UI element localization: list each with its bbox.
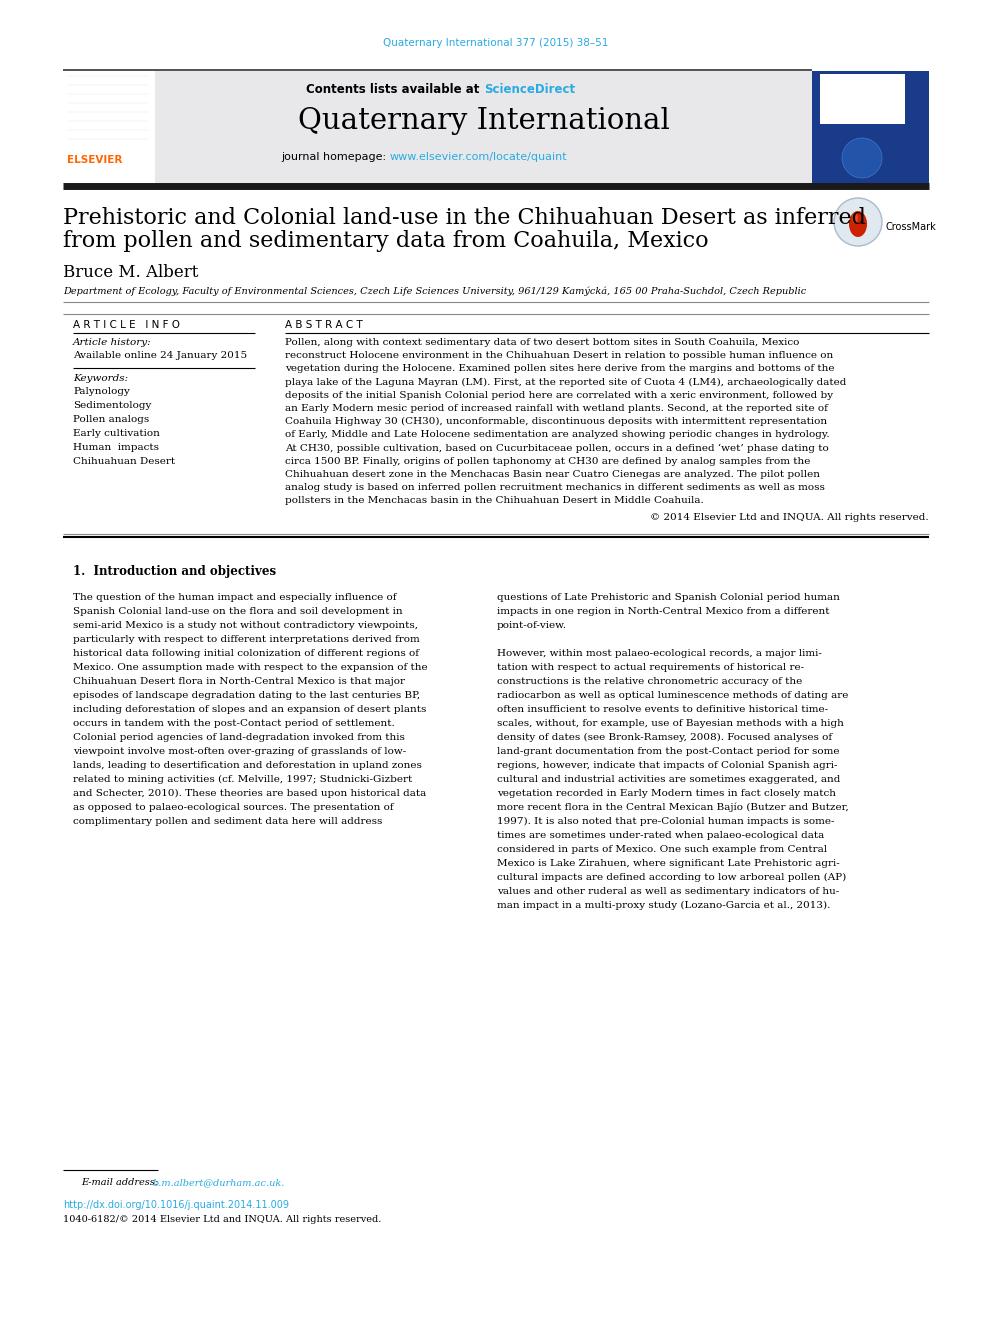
Text: http://dx.doi.org/10.1016/j.quaint.2014.11.009: http://dx.doi.org/10.1016/j.quaint.2014.… bbox=[63, 1200, 289, 1211]
Text: A B S T R A C T: A B S T R A C T bbox=[285, 320, 363, 329]
Text: Spanish Colonial land-use on the flora and soil development in: Spanish Colonial land-use on the flora a… bbox=[73, 607, 403, 615]
Text: ScienceDirect: ScienceDirect bbox=[484, 83, 575, 97]
Text: historical data following initial colonization of different regions of: historical data following initial coloni… bbox=[73, 648, 419, 658]
Bar bbox=[67, 74, 150, 152]
Text: Quaternary International 377 (2015) 38–51: Quaternary International 377 (2015) 38–5… bbox=[383, 38, 609, 48]
Text: journal homepage:: journal homepage: bbox=[282, 152, 390, 161]
Ellipse shape bbox=[849, 210, 867, 237]
Text: particularly with respect to different interpretations derived from: particularly with respect to different i… bbox=[73, 635, 420, 643]
Text: more recent flora in the Central Mexican Bajío (Butzer and Butzer,: more recent flora in the Central Mexican… bbox=[497, 803, 849, 812]
Ellipse shape bbox=[852, 213, 858, 224]
Text: land-grant documentation from the post-Contact period for some: land-grant documentation from the post-C… bbox=[497, 746, 839, 755]
Text: pollsters in the Menchacas basin in the Chihuahuan Desert in Middle Coahuila.: pollsters in the Menchacas basin in the … bbox=[285, 496, 703, 505]
Text: E-mail address:: E-mail address: bbox=[81, 1177, 161, 1187]
Text: regions, however, indicate that impacts of Colonial Spanish agri-: regions, however, indicate that impacts … bbox=[497, 761, 837, 770]
Text: and Schecter, 2010). These theories are based upon historical data: and Schecter, 2010). These theories are … bbox=[73, 789, 427, 798]
Text: Sedimentology: Sedimentology bbox=[73, 401, 152, 410]
Text: cultural impacts are defined according to low arboreal pollen (AP): cultural impacts are defined according t… bbox=[497, 873, 846, 881]
Text: vegetation during the Holocene. Examined pollen sites here derive from the margi: vegetation during the Holocene. Examined… bbox=[285, 364, 834, 373]
Bar bbox=[820, 126, 905, 181]
Text: Mexico. One assumption made with respect to the expansion of the: Mexico. One assumption made with respect… bbox=[73, 663, 428, 672]
Text: However, within most palaeo-ecological records, a major limi-: However, within most palaeo-ecological r… bbox=[497, 648, 822, 658]
Text: tation with respect to actual requirements of historical re-: tation with respect to actual requiremen… bbox=[497, 663, 805, 672]
Text: considered in parts of Mexico. One such example from Central: considered in parts of Mexico. One such … bbox=[497, 844, 827, 853]
Text: Palynology: Palynology bbox=[73, 388, 130, 396]
Text: Human  impacts: Human impacts bbox=[73, 443, 159, 452]
Text: man impact in a multi-proxy study (Lozano-Garcia et al., 2013).: man impact in a multi-proxy study (Lozan… bbox=[497, 901, 830, 910]
Circle shape bbox=[842, 138, 882, 179]
Text: episodes of landscape degradation dating to the last centuries BP,: episodes of landscape degradation dating… bbox=[73, 691, 421, 700]
Text: deposits of the initial Spanish Colonial period here are correlated with a xeric: deposits of the initial Spanish Colonial… bbox=[285, 390, 833, 400]
Text: www.elsevier.com/locate/quaint: www.elsevier.com/locate/quaint bbox=[390, 152, 567, 161]
Text: Pollen analogs: Pollen analogs bbox=[73, 415, 149, 423]
Text: density of dates (see Bronk-Ramsey, 2008). Focused analyses of: density of dates (see Bronk-Ramsey, 2008… bbox=[497, 733, 832, 742]
Text: Prehistoric and Colonial land-use in the Chihuahuan Desert as inferred: Prehistoric and Colonial land-use in the… bbox=[63, 206, 866, 229]
Text: values and other ruderal as well as sedimentary indicators of hu-: values and other ruderal as well as sedi… bbox=[497, 886, 839, 896]
Text: Available online 24 January 2015: Available online 24 January 2015 bbox=[73, 351, 247, 360]
Text: Bruce M. Albert: Bruce M. Albert bbox=[63, 265, 198, 280]
Text: radiocarbon as well as optical luminescence methods of dating are: radiocarbon as well as optical luminesce… bbox=[497, 691, 848, 700]
Text: occurs in tandem with the post-Contact period of settlement.: occurs in tandem with the post-Contact p… bbox=[73, 718, 395, 728]
Text: Quaternary International: Quaternary International bbox=[298, 107, 670, 135]
Text: vegetation recorded in Early Modern times in fact closely match: vegetation recorded in Early Modern time… bbox=[497, 789, 836, 798]
Text: Keywords:: Keywords: bbox=[73, 374, 128, 382]
Circle shape bbox=[834, 198, 882, 246]
Text: At CH30, possible cultivation, based on Cucurbitaceae pollen, occurs in a define: At CH30, possible cultivation, based on … bbox=[285, 443, 828, 452]
Text: from pollen and sedimentary data from Coahuila, Mexico: from pollen and sedimentary data from Co… bbox=[63, 230, 708, 251]
Text: as opposed to palaeo-ecological sources. The presentation of: as opposed to palaeo-ecological sources.… bbox=[73, 803, 394, 811]
Text: CrossMark: CrossMark bbox=[886, 222, 936, 232]
Text: Pollen, along with context sedimentary data of two desert bottom sites in South : Pollen, along with context sedimentary d… bbox=[285, 337, 800, 347]
Bar bbox=[63, 71, 155, 187]
Text: including deforestation of slopes and an expansion of desert plants: including deforestation of slopes and an… bbox=[73, 705, 427, 713]
Text: an Early Modern mesic period of increased rainfall with wetland plants. Second, : an Early Modern mesic period of increase… bbox=[285, 404, 828, 413]
Text: Department of Ecology, Faculty of Environmental Sciences, Czech Life Sciences Un: Department of Ecology, Faculty of Enviro… bbox=[63, 286, 806, 295]
Text: cultural and industrial activities are sometimes exaggerated, and: cultural and industrial activities are s… bbox=[497, 774, 840, 783]
Text: playa lake of the Laguna Mayran (LM). First, at the reported site of Cuota 4 (LM: playa lake of the Laguna Mayran (LM). Fi… bbox=[285, 377, 846, 386]
Text: semi-arid Mexico is a study not without contradictory viewpoints,: semi-arid Mexico is a study not without … bbox=[73, 620, 418, 630]
Text: A R T I C L E   I N F O: A R T I C L E I N F O bbox=[73, 320, 180, 329]
Text: Chihuahuan Desert flora in North-Central Mexico is that major: Chihuahuan Desert flora in North-Central… bbox=[73, 676, 405, 685]
Text: b.m.albert@durham.ac.uk.: b.m.albert@durham.ac.uk. bbox=[153, 1177, 286, 1187]
Text: © 2014 Elsevier Ltd and INQUA. All rights reserved.: © 2014 Elsevier Ltd and INQUA. All right… bbox=[651, 512, 929, 521]
Text: questions of Late Prehistoric and Spanish Colonial period human: questions of Late Prehistoric and Spanis… bbox=[497, 593, 840, 602]
Text: Chihuahuan desert zone in the Menchacas Basin near Cuatro Cienegas are analyzed.: Chihuahuan desert zone in the Menchacas … bbox=[285, 470, 820, 479]
Text: complimentary pollen and sediment data here will address: complimentary pollen and sediment data h… bbox=[73, 816, 382, 826]
Text: often insufficient to resolve events to definitive historical time-: often insufficient to resolve events to … bbox=[497, 705, 828, 713]
Text: lands, leading to desertification and deforestation in upland zones: lands, leading to desertification and de… bbox=[73, 761, 422, 770]
Text: Early cultivation: Early cultivation bbox=[73, 429, 160, 438]
Text: 1040-6182/© 2014 Elsevier Ltd and INQUA. All rights reserved.: 1040-6182/© 2014 Elsevier Ltd and INQUA.… bbox=[63, 1215, 381, 1224]
Text: impacts in one region in North-Central Mexico from a different: impacts in one region in North-Central M… bbox=[497, 607, 829, 615]
Text: The question of the human impact and especially influence of: The question of the human impact and esp… bbox=[73, 593, 397, 602]
Text: Mexico is Lake Zirahuen, where significant Late Prehistoric agri-: Mexico is Lake Zirahuen, where significa… bbox=[497, 859, 840, 868]
Text: point-of-view.: point-of-view. bbox=[497, 620, 567, 630]
Text: reconstruct Holocene environment in the Chihuahuan Desert in relation to possibl: reconstruct Holocene environment in the … bbox=[285, 351, 833, 360]
Text: of Early, Middle and Late Holocene sedimentation are analyzed showing periodic c: of Early, Middle and Late Holocene sedim… bbox=[285, 430, 829, 439]
Text: scales, without, for example, use of Bayesian methods with a high: scales, without, for example, use of Bay… bbox=[497, 718, 844, 728]
Bar bbox=[812, 71, 929, 187]
Text: circa 1500 BP. Finally, origins of pollen taphonomy at CH30 are defined by analo: circa 1500 BP. Finally, origins of polle… bbox=[285, 456, 810, 466]
Text: analog study is based on inferred pollen recruitment mechanics in different sedi: analog study is based on inferred pollen… bbox=[285, 483, 825, 492]
Text: 1997). It is also noted that pre-Colonial human impacts is some-: 1997). It is also noted that pre-Colonia… bbox=[497, 816, 834, 826]
Text: times are sometimes under-rated when palaeo-ecological data: times are sometimes under-rated when pal… bbox=[497, 831, 824, 840]
Text: Chihuahuan Desert: Chihuahuan Desert bbox=[73, 456, 176, 466]
Text: 1.  Introduction and objectives: 1. Introduction and objectives bbox=[73, 565, 276, 578]
Bar bbox=[820, 74, 905, 124]
Text: viewpoint involve most-often over-grazing of grasslands of low-: viewpoint involve most-often over-grazin… bbox=[73, 746, 407, 755]
Text: Contents lists available at: Contents lists available at bbox=[307, 83, 484, 97]
Text: Coahuila Highway 30 (CH30), unconformable, discontinuous deposits with intermitt: Coahuila Highway 30 (CH30), unconformabl… bbox=[285, 417, 827, 426]
Text: ELSEVIER: ELSEVIER bbox=[67, 155, 123, 165]
Text: constructions is the relative chronometric accuracy of the: constructions is the relative chronometr… bbox=[497, 676, 803, 685]
Text: Article history:: Article history: bbox=[73, 337, 152, 347]
Text: related to mining activities (cf. Melville, 1997; Studnicki-Gizbert: related to mining activities (cf. Melvil… bbox=[73, 774, 413, 783]
Bar bbox=[155, 71, 812, 187]
Text: Colonial period agencies of land-degradation invoked from this: Colonial period agencies of land-degrada… bbox=[73, 733, 405, 742]
